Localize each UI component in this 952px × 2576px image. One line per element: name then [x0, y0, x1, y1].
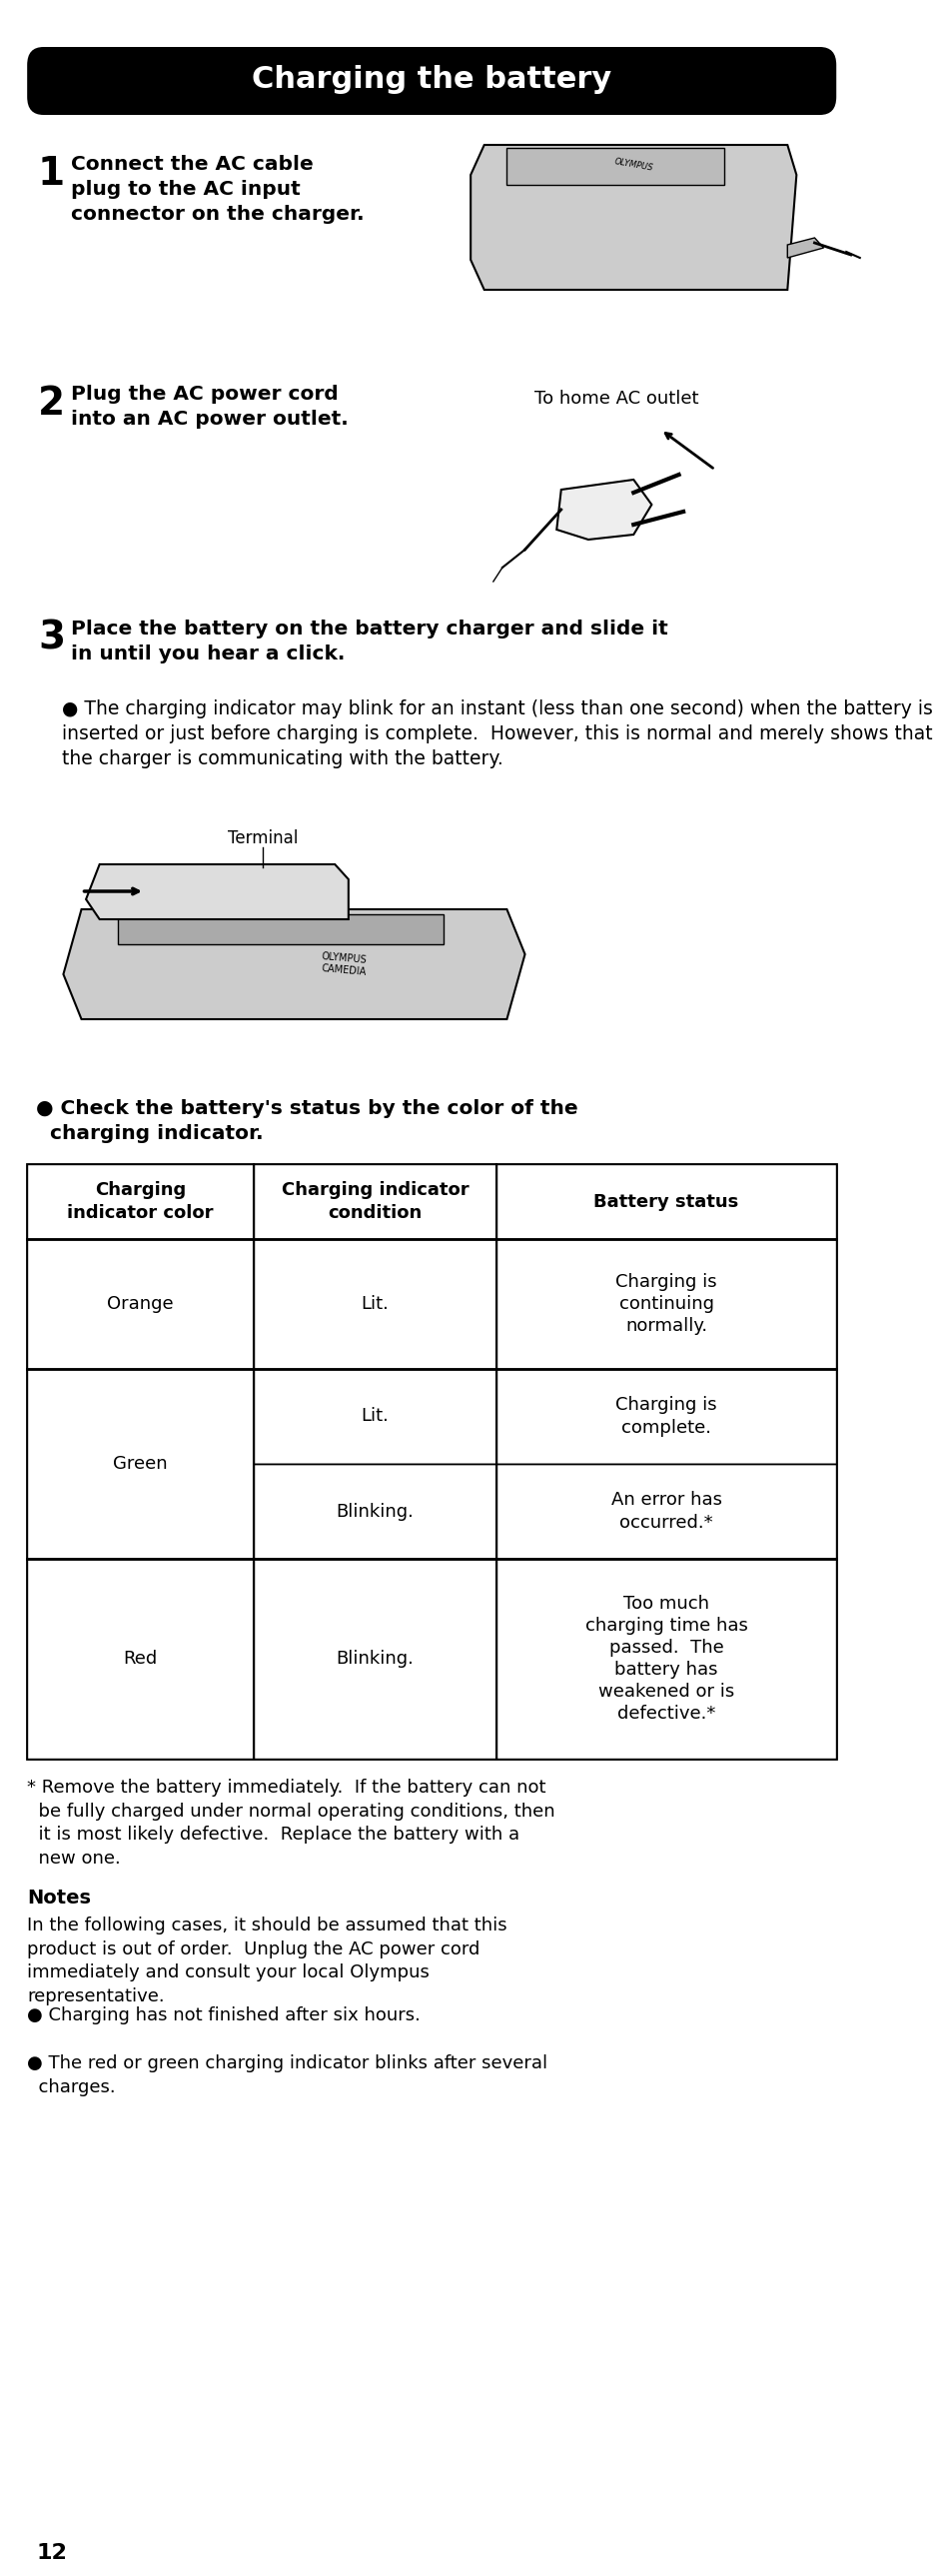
Text: Orange: Orange: [107, 1296, 173, 1314]
Text: Charging is
continuing
normally.: Charging is continuing normally.: [615, 1273, 717, 1334]
Bar: [253, 1368, 496, 1463]
Bar: [253, 1558, 496, 1759]
Bar: [253, 1164, 496, 1239]
Text: Charging indicator
condition: Charging indicator condition: [281, 1182, 468, 1221]
Text: 2: 2: [38, 384, 65, 422]
Bar: [253, 1239, 496, 1368]
Text: 12: 12: [36, 2543, 67, 2563]
Text: Charging the battery: Charging the battery: [251, 64, 611, 93]
Bar: [496, 1164, 836, 1239]
Text: Green: Green: [113, 1455, 168, 1473]
Text: An error has
occurred.*: An error has occurred.*: [610, 1492, 721, 1530]
Polygon shape: [786, 237, 823, 258]
Bar: [27, 1164, 253, 1239]
Text: Plug the AC power cord
into an AC power outlet.: Plug the AC power cord into an AC power …: [70, 384, 347, 428]
Text: In the following cases, it should be assumed that this
product is out of order. : In the following cases, it should be ass…: [27, 1917, 506, 2004]
Bar: [496, 1239, 836, 1368]
Text: ● The red or green charging indicator blinks after several
  charges.: ● The red or green charging indicator bl…: [27, 2056, 547, 2097]
Bar: [496, 1463, 836, 1558]
Bar: [27, 1558, 253, 1759]
Text: Connect the AC cable
plug to the AC input
connector on the charger.: Connect the AC cable plug to the AC inpu…: [70, 155, 364, 224]
Bar: [27, 1368, 253, 1558]
Text: Place the battery on the battery charger and slide it
in until you hear a click.: Place the battery on the battery charger…: [70, 618, 667, 665]
Bar: [496, 1368, 836, 1463]
Bar: [27, 1164, 836, 1759]
Text: ● Charging has not finished after six hours.: ● Charging has not finished after six ho…: [27, 2007, 420, 2025]
Text: 3: 3: [38, 618, 65, 657]
Text: Lit.: Lit.: [361, 1406, 388, 1425]
Polygon shape: [556, 479, 651, 538]
Text: Notes: Notes: [27, 1888, 91, 1906]
Text: ● The charging indicator may blink for an instant (less than one second) when th: ● The charging indicator may blink for a…: [62, 701, 931, 768]
Text: Terminal: Terminal: [228, 829, 297, 848]
Polygon shape: [117, 914, 443, 945]
Text: OLYMPUS: OLYMPUS: [613, 157, 653, 173]
Text: Battery status: Battery status: [593, 1193, 738, 1211]
Bar: [496, 1558, 836, 1759]
Polygon shape: [63, 909, 525, 1020]
Text: Blinking.: Blinking.: [336, 1649, 413, 1667]
Bar: [253, 1463, 496, 1558]
Text: Charging is
complete.: Charging is complete.: [615, 1396, 717, 1437]
Text: Too much
charging time has
passed.  The
battery has
weakened or is
defective.*: Too much charging time has passed. The b…: [585, 1595, 747, 1723]
Text: * Remove the battery immediately.  If the battery can not
  be fully charged und: * Remove the battery immediately. If the…: [27, 1777, 555, 1868]
Text: To home AC outlet: To home AC outlet: [533, 389, 698, 407]
Polygon shape: [470, 144, 796, 289]
Text: Blinking.: Blinking.: [336, 1502, 413, 1520]
Text: ● Check the battery's status by the color of the
  charging indicator.: ● Check the battery's status by the colo…: [36, 1100, 578, 1144]
Text: 1: 1: [38, 155, 65, 193]
Text: Lit.: Lit.: [361, 1296, 388, 1314]
Text: Charging
indicator color: Charging indicator color: [68, 1182, 213, 1221]
FancyBboxPatch shape: [27, 46, 836, 116]
Text: Red: Red: [123, 1649, 157, 1667]
Text: OLYMPUS
CAMEDIA: OLYMPUS CAMEDIA: [320, 951, 367, 976]
Bar: [27, 1239, 253, 1368]
Polygon shape: [506, 147, 724, 185]
Polygon shape: [86, 866, 348, 920]
